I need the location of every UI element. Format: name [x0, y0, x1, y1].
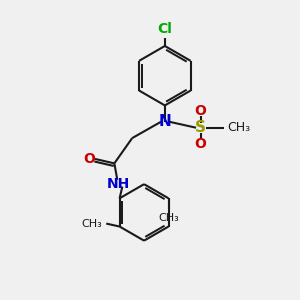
Text: N: N — [158, 114, 171, 129]
Text: O: O — [84, 152, 96, 166]
Text: S: S — [195, 120, 206, 135]
Text: CH₃: CH₃ — [227, 121, 250, 134]
Text: CH₃: CH₃ — [81, 219, 102, 229]
Text: Cl: Cl — [158, 22, 172, 37]
Text: CH₃: CH₃ — [158, 213, 179, 223]
Text: O: O — [195, 137, 206, 151]
Text: NH: NH — [107, 177, 130, 191]
Text: O: O — [195, 104, 206, 118]
